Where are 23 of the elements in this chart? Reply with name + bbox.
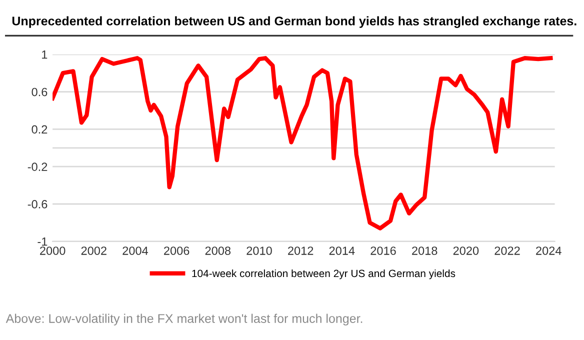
x-tick-label: 2012 <box>288 246 314 255</box>
x-tick-label: 2008 <box>205 246 231 255</box>
y-tick-label: -1 <box>38 238 48 246</box>
x-tick-label: 2022 <box>494 246 520 255</box>
y-tick-label: 0.6 <box>32 88 48 96</box>
x-tick-label: 2004 <box>122 246 148 255</box>
line-series <box>52 56 553 230</box>
y-tick-label: 0.2 <box>32 125 48 134</box>
x-tick-label: 2014 <box>329 246 355 255</box>
x-tick-label: 2006 <box>164 246 190 255</box>
y-tick-label: -0.2 <box>28 162 48 171</box>
x-tick-label: 2002 <box>81 246 106 255</box>
x-tick-label: 2010 <box>246 246 272 255</box>
x-tick-label: 2020 <box>453 246 479 255</box>
x-tick-label: 2024 <box>536 246 562 255</box>
text: Above: Low-volatility in the FX market won't last for much longer. <box>6 314 362 326</box>
y-tick-label: -0.6 <box>28 200 48 208</box>
chart-title: Unprecedented correlation between US and German bond yields has strangled exchange rates. <box>12 16 576 28</box>
legend-label: 104-week correlation between 2yr US and German yields <box>192 269 456 280</box>
x-tick-label: 2000 <box>40 246 66 255</box>
x-tick-label: 2016 <box>370 246 396 255</box>
y-tick-label: 1 <box>42 50 48 59</box>
x-tick-label: 2018 <box>412 246 438 255</box>
